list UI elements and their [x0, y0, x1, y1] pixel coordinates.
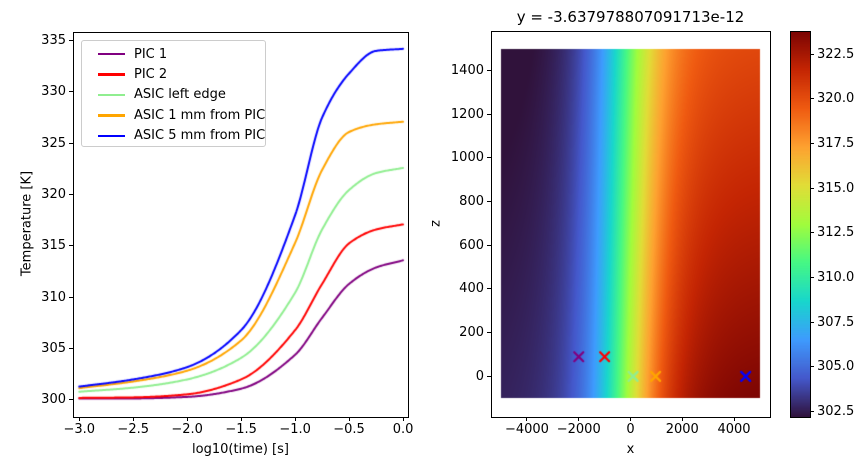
right-x-tick-label: 4000 [717, 422, 751, 437]
left-x-tick [402, 417, 404, 421]
right-y-tick [487, 375, 491, 377]
left-y-tick-label: 325 [41, 135, 66, 151]
colorbar-tick [810, 53, 814, 55]
left-y-tick [69, 91, 73, 93]
right-y-tick-label: 1000 [450, 150, 484, 166]
left-x-tick-label: −1.0 [279, 422, 311, 437]
left-x-tick [348, 417, 350, 421]
left-x-tick [132, 417, 134, 421]
colorbar-tick-label: 312.5 [817, 225, 855, 241]
left-y-axis-label: Temperature [K] [19, 170, 35, 277]
legend: PIC 1 PIC 2 ASIC left edge ASIC 1 mm from P… [81, 40, 266, 147]
heatmap-title: y = -3.637978807091713e-12 [516, 8, 745, 26]
left-y-tick [69, 296, 73, 298]
colorbar-tick-label: 315.0 [817, 180, 855, 196]
colorbar-gradient [790, 31, 810, 417]
right-y-tick [487, 288, 491, 290]
colorbar-tick [810, 277, 814, 279]
right-y-tick-label: 200 [459, 325, 484, 341]
left-y-tick [69, 399, 73, 401]
colorbar-tick-label: 302.5 [817, 404, 855, 420]
left-y-tick-label: 320 [41, 187, 66, 203]
legend-label: ASIC 1 mm from PIC [134, 107, 266, 123]
legend-label: PIC 2 [134, 67, 168, 83]
right-y-axis-label: z [428, 220, 444, 227]
right-y-tick [487, 332, 491, 334]
legend-label: PIC 1 [134, 46, 168, 62]
left-y-tick [69, 245, 73, 247]
legend-line-swatch [98, 114, 125, 117]
right-x-tick-label: −2000 [556, 422, 601, 437]
left-x-tick-label: −2.5 [117, 422, 149, 437]
right-y-tick [487, 157, 491, 159]
left-y-tick-label: 330 [41, 84, 66, 100]
right-y-tick-label: 800 [459, 194, 484, 210]
colorbar-tick-label: 305.0 [817, 359, 855, 375]
legend-line-swatch [98, 134, 125, 137]
right-x-tick [681, 417, 683, 421]
right-x-tick-label: 2000 [665, 422, 699, 437]
left-y-tick-label: 305 [41, 341, 66, 357]
right-y-tick [487, 244, 491, 246]
left-y-tick-label: 310 [41, 289, 66, 305]
left-y-tick [69, 142, 73, 144]
colorbar-tick [810, 232, 814, 234]
temperature-heatmap [491, 31, 770, 417]
right-y-tick-label: 0 [475, 368, 484, 384]
legend-entry: ASIC left edge [82, 85, 265, 105]
left-x-tick-label: −0.5 [333, 422, 365, 437]
left-y-tick-label: 335 [41, 33, 66, 49]
left-x-tick-label: −3.0 [63, 422, 96, 437]
left-y-tick-label: 315 [41, 238, 66, 254]
right-y-tick-label: 1400 [450, 63, 484, 79]
right-x-tick [526, 417, 528, 421]
left-x-axis-label: log10(time) [s] [192, 442, 289, 457]
right-x-tick [578, 417, 580, 421]
legend-label: ASIC left edge [134, 87, 226, 103]
left-x-tick [78, 417, 80, 421]
left-y-tick [69, 40, 73, 42]
right-x-tick [733, 417, 735, 421]
colorbar-tick [810, 321, 814, 323]
left-x-tick-label: −2.0 [171, 422, 203, 437]
colorbar-tick-label: 322.5 [817, 46, 855, 62]
left-x-tick [240, 417, 242, 421]
legend-label: ASIC 5 mm from PIC [134, 128, 266, 144]
right-x-tick-label: 0 [626, 422, 635, 437]
colorbar-tick-label: 317.5 [817, 136, 855, 152]
legend-line-swatch [98, 52, 125, 56]
left-y-tick-label: 300 [41, 392, 66, 408]
left-y-tick [69, 194, 73, 196]
left-y-tick [69, 348, 73, 350]
colorbar-tick [810, 187, 814, 189]
colorbar-tick [810, 98, 814, 100]
colorbar-tick [810, 366, 814, 368]
colorbar-tick-label: 307.5 [817, 314, 855, 330]
left-x-tick [294, 417, 296, 421]
right-x-tick [630, 417, 631, 421]
colorbar-tick-label: 310.0 [817, 270, 855, 286]
right-y-tick-label: 600 [459, 237, 484, 253]
left-x-tick [186, 417, 188, 421]
legend-line-swatch [98, 93, 125, 97]
legend-entry: ASIC 5 mm from PIC [82, 126, 265, 146]
colorbar-tick [810, 143, 814, 145]
right-x-axis-label: x [626, 442, 635, 457]
right-y-tick [487, 201, 491, 203]
right-x-tick-label: −4000 [504, 422, 549, 437]
colorbar-tick [810, 411, 814, 413]
legend-line-swatch [98, 73, 125, 76]
colorbar-tick-label: 320.0 [817, 91, 855, 107]
right-y-tick-label: 1200 [450, 106, 484, 122]
left-x-tick-label: −1.5 [225, 422, 257, 437]
right-y-tick [487, 70, 491, 72]
legend-entry: PIC 2 [82, 64, 265, 84]
legend-entry: ASIC 1 mm from PIC [82, 105, 265, 125]
left-x-tick-label: 0.0 [392, 422, 414, 437]
legend-entry: PIC 1 [82, 44, 265, 64]
right-y-tick [487, 113, 491, 115]
right-y-tick-label: 400 [459, 281, 484, 297]
